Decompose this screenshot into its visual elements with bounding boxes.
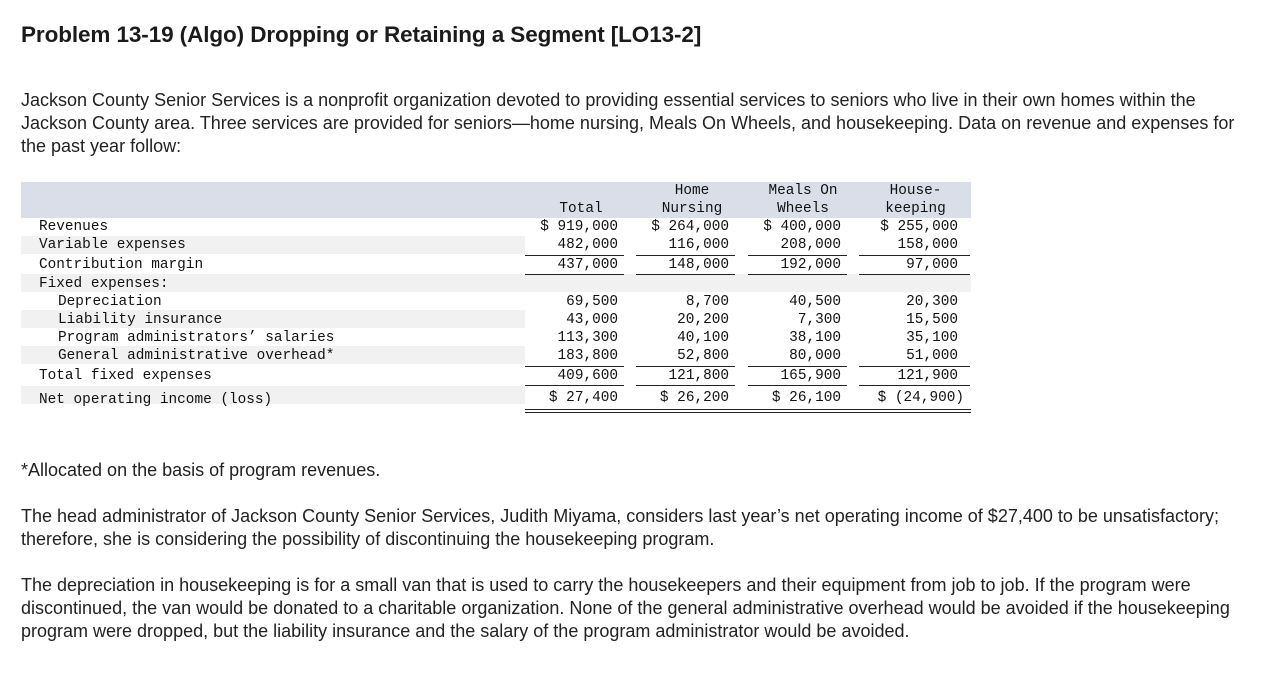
double-rule-bottom (525, 412, 971, 413)
depreciation-meals-on-wheels: 40,500 (789, 294, 841, 310)
depreciation-home-nursing: 8,700 (685, 294, 729, 310)
program-admin-salaries-total: 113,300 (557, 330, 618, 346)
rule-meals-on-wheels (748, 366, 847, 367)
total-fixed-expenses-home-nursing: 121,800 (668, 368, 729, 384)
row-label-contribution-margin: Contribution margin (39, 257, 204, 273)
row-band-variable (21, 236, 525, 254)
row-band-fixed (21, 274, 971, 292)
double-rule-top (525, 409, 971, 410)
header-band (21, 182, 971, 218)
header-total: Total (559, 201, 603, 217)
rule-meals-on-wheels (748, 255, 847, 256)
rule-home-nursing (636, 274, 735, 275)
variable-expenses-total: 482,000 (557, 237, 618, 253)
row-label-general-admin-overhead: General administrative overhead* (58, 348, 335, 364)
rule-total (525, 274, 624, 275)
row-label-fixed-expenses: Fixed expenses: (39, 276, 169, 292)
segment-income-statement: Total Home Nursing Meals On Wheels House… (21, 182, 971, 414)
rule-meals-on-wheels (748, 385, 847, 386)
rule-housekeeping (859, 385, 970, 386)
rule-home-nursing (636, 366, 735, 367)
rule-home-nursing (636, 255, 735, 256)
row-band-net (21, 386, 525, 404)
general-admin-overhead-meals-on-wheels: 80,000 (789, 348, 841, 364)
header-housekeeping-line1: House- (889, 183, 942, 199)
intro-paragraph: Jackson County Senior Services is a nonp… (21, 90, 1235, 156)
net-operating-income-home-nursing: $ 26,200 (659, 390, 729, 406)
header-meals-on-wheels-line1: Meals On (768, 183, 838, 199)
total-fixed-expenses-meals-on-wheels: 165,900 (780, 368, 841, 384)
rule-total (525, 255, 624, 256)
depreciation-total: 69,500 (566, 294, 618, 310)
row-label-variable-expenses: Variable expenses (39, 237, 186, 253)
liability-insurance-total: 43,000 (566, 312, 618, 328)
net-operating-income-total: $ 27,400 (548, 390, 618, 406)
contribution-margin-meals-on-wheels: 192,000 (780, 257, 841, 273)
variable-expenses-housekeeping: 158,000 (897, 237, 958, 253)
program-admin-salaries-meals-on-wheels: 38,100 (789, 330, 841, 346)
depreciation-housekeeping: 20,300 (906, 294, 958, 310)
rule-housekeeping (859, 274, 970, 275)
rule-home-nursing (636, 385, 735, 386)
general-admin-overhead-total: 183,800 (557, 348, 618, 364)
net-operating-income-meals-on-wheels: $ 26,100 (771, 390, 841, 406)
header-meals-on-wheels-line2: Wheels (777, 201, 829, 217)
footnote: *Allocated on the basis of program reven… (21, 460, 381, 480)
total-fixed-expenses-total: 409,600 (557, 368, 618, 384)
header-home-nursing-line2: Nursing (661, 201, 723, 217)
row-band-liability (21, 310, 525, 328)
administrator-paragraph: The head administrator of Jackson County… (21, 506, 1219, 549)
row-label-liability-insurance: Liability insurance (58, 312, 223, 328)
revenues-home-nursing: $ 264,000 (651, 219, 729, 235)
depreciation-paragraph: The depreciation in housekeeping is for … (21, 575, 1230, 641)
header-home-nursing-line1: Home (674, 183, 710, 199)
liability-insurance-home-nursing: 20,200 (677, 312, 729, 328)
liability-insurance-meals-on-wheels: 7,300 (797, 312, 841, 328)
header-housekeeping-line2: keeping (885, 201, 946, 217)
row-label-net-operating-income: Net operating income (loss) (39, 392, 273, 408)
rule-total (525, 385, 624, 386)
row-label-total-fixed-expenses: Total fixed expenses (39, 368, 212, 384)
contribution-margin-housekeeping: 97,000 (906, 257, 958, 273)
rule-total (525, 366, 624, 367)
total-fixed-expenses-housekeeping: 121,900 (897, 368, 958, 384)
row-label-revenues: Revenues (39, 219, 109, 235)
contribution-margin-home-nursing: 148,000 (668, 257, 729, 273)
variable-expenses-meals-on-wheels: 208,000 (780, 237, 841, 253)
rule-housekeeping (859, 366, 970, 367)
revenues-total: $ 919,000 (540, 219, 618, 235)
program-admin-salaries-home-nursing: 40,100 (677, 330, 729, 346)
net-operating-income-housekeeping: $ (24,900) (877, 390, 964, 406)
problem-title: Problem 13-19 (Algo) Dropping or Retaini… (21, 22, 702, 47)
contribution-margin-total: 437,000 (557, 257, 618, 273)
program-admin-salaries-housekeeping: 35,100 (906, 330, 958, 346)
general-admin-overhead-housekeeping: 51,000 (906, 348, 958, 364)
row-label-depreciation: Depreciation (58, 294, 162, 310)
row-band-overhead (21, 346, 525, 364)
rule-meals-on-wheels (748, 274, 847, 275)
variable-expenses-home-nursing: 116,000 (668, 237, 729, 253)
general-admin-overhead-home-nursing: 52,800 (677, 348, 729, 364)
liability-insurance-housekeeping: 15,500 (906, 312, 958, 328)
row-label-program-admin-salaries: Program administrators’ salaries (58, 330, 335, 346)
rule-housekeeping (859, 255, 970, 256)
revenues-meals-on-wheels: $ 400,000 (763, 219, 841, 235)
revenues-housekeeping: $ 255,000 (880, 219, 958, 235)
